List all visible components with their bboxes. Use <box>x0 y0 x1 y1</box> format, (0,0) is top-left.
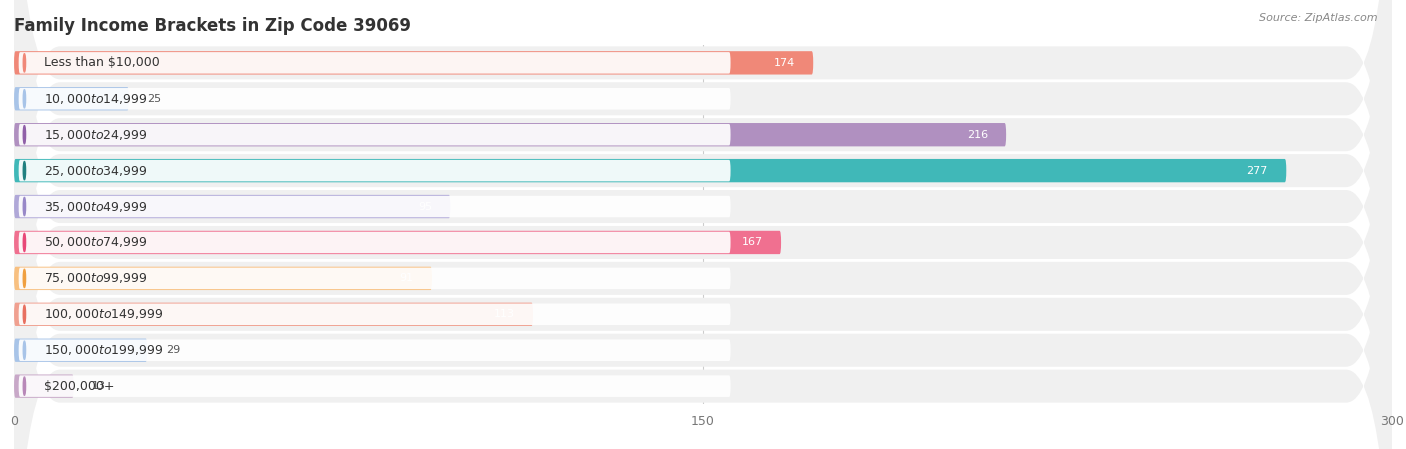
Text: 174: 174 <box>773 58 794 68</box>
Circle shape <box>24 305 25 323</box>
FancyBboxPatch shape <box>14 0 1392 405</box>
FancyBboxPatch shape <box>14 0 1392 449</box>
FancyBboxPatch shape <box>14 0 1392 449</box>
Text: 29: 29 <box>166 345 180 355</box>
Text: 25: 25 <box>148 94 162 104</box>
FancyBboxPatch shape <box>18 268 731 289</box>
FancyBboxPatch shape <box>18 232 731 253</box>
FancyBboxPatch shape <box>18 339 731 361</box>
FancyBboxPatch shape <box>14 267 432 290</box>
Circle shape <box>24 233 25 251</box>
Circle shape <box>24 377 25 395</box>
Text: 277: 277 <box>1247 166 1268 176</box>
FancyBboxPatch shape <box>18 196 731 217</box>
FancyBboxPatch shape <box>14 339 148 362</box>
FancyBboxPatch shape <box>18 375 731 397</box>
Circle shape <box>24 162 25 180</box>
FancyBboxPatch shape <box>14 159 1286 182</box>
Circle shape <box>24 341 25 359</box>
FancyBboxPatch shape <box>14 0 1392 449</box>
FancyBboxPatch shape <box>18 124 731 145</box>
Circle shape <box>24 126 25 144</box>
FancyBboxPatch shape <box>18 52 731 74</box>
Text: 216: 216 <box>967 130 988 140</box>
FancyBboxPatch shape <box>14 123 1007 146</box>
Text: $150,000 to $199,999: $150,000 to $199,999 <box>44 343 163 357</box>
Text: $100,000 to $149,999: $100,000 to $149,999 <box>44 307 163 321</box>
Text: $10,000 to $14,999: $10,000 to $14,999 <box>44 92 148 106</box>
Circle shape <box>24 54 25 72</box>
Text: $15,000 to $24,999: $15,000 to $24,999 <box>44 128 148 142</box>
Circle shape <box>24 269 25 287</box>
Text: Source: ZipAtlas.com: Source: ZipAtlas.com <box>1260 13 1378 23</box>
FancyBboxPatch shape <box>18 88 731 110</box>
FancyBboxPatch shape <box>14 44 1392 449</box>
Text: 13: 13 <box>93 381 105 391</box>
FancyBboxPatch shape <box>14 374 73 398</box>
FancyBboxPatch shape <box>18 160 731 181</box>
Text: 91: 91 <box>399 273 413 283</box>
FancyBboxPatch shape <box>14 0 1392 449</box>
FancyBboxPatch shape <box>18 304 731 325</box>
Text: 167: 167 <box>741 238 762 247</box>
FancyBboxPatch shape <box>14 231 782 254</box>
FancyBboxPatch shape <box>14 0 1392 449</box>
Text: $35,000 to $49,999: $35,000 to $49,999 <box>44 199 148 214</box>
FancyBboxPatch shape <box>14 0 1392 441</box>
FancyBboxPatch shape <box>14 195 450 218</box>
Text: Less than $10,000: Less than $10,000 <box>44 57 160 69</box>
Circle shape <box>24 90 25 108</box>
FancyBboxPatch shape <box>14 0 1392 449</box>
FancyBboxPatch shape <box>14 87 129 110</box>
FancyBboxPatch shape <box>14 51 813 75</box>
Text: $75,000 to $99,999: $75,000 to $99,999 <box>44 271 148 286</box>
Text: $200,000+: $200,000+ <box>44 380 114 392</box>
Text: 95: 95 <box>418 202 432 211</box>
Circle shape <box>24 198 25 216</box>
FancyBboxPatch shape <box>14 8 1392 449</box>
Text: $50,000 to $74,999: $50,000 to $74,999 <box>44 235 148 250</box>
FancyBboxPatch shape <box>14 303 533 326</box>
Text: 113: 113 <box>494 309 515 319</box>
Text: $25,000 to $34,999: $25,000 to $34,999 <box>44 163 148 178</box>
Text: Family Income Brackets in Zip Code 39069: Family Income Brackets in Zip Code 39069 <box>14 17 411 35</box>
